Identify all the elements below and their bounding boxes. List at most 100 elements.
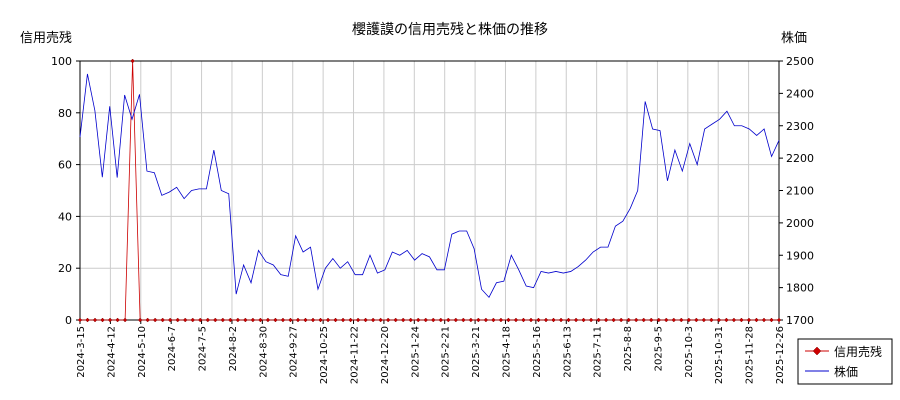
- x-tick-label: 2025-12-26: [775, 326, 786, 384]
- short-interest-point: [288, 317, 293, 323]
- short-interest-point: [438, 317, 444, 323]
- short-interest-point: [378, 317, 383, 323]
- short-interest-point: [205, 317, 211, 323]
- short-interest-point: [408, 317, 413, 323]
- short-interest-point: [506, 317, 511, 323]
- short-interest-point: [536, 317, 541, 323]
- short-interest-point: [122, 317, 128, 323]
- legend-marker-short-interest: [812, 346, 822, 356]
- short-interest-point: [213, 317, 218, 323]
- short-interest-point: [603, 317, 609, 323]
- short-interest-point: [355, 317, 361, 323]
- left-tick-label: 20: [58, 262, 72, 275]
- x-tick-label: 2025-10-31: [714, 326, 725, 384]
- short-interest-point: [160, 317, 165, 323]
- short-interest-point: [453, 317, 459, 323]
- series-line-stock-price: [79, 73, 780, 299]
- x-tick-label: 2024-12-20: [380, 326, 391, 384]
- short-interest-point: [325, 317, 331, 323]
- short-interest-point: [686, 317, 692, 323]
- short-interest-point: [461, 317, 466, 323]
- x-tick-label: 2025-2-21: [441, 326, 452, 378]
- x-axis: 2024-3-15 2024-4-12 2024-5-10 2024-6-7 2024-…: [76, 320, 786, 384]
- x-tick-label: 2025-7-11: [593, 326, 604, 378]
- short-interest-point: [566, 317, 571, 323]
- short-interest-point: [280, 317, 286, 323]
- left-axis-label: 信用売残: [20, 30, 72, 46]
- left-tick-label: 0: [65, 314, 72, 327]
- chart-title: 櫻護謨の信用売残と株価の推移: [352, 21, 548, 38]
- left-axis: 0 20 40 60 80 100: [51, 55, 80, 327]
- short-interest-point: [694, 317, 699, 323]
- x-tick-label: 2025-6-13: [562, 326, 573, 378]
- x-tick-label: 2024-4-12: [106, 326, 117, 378]
- short-interest-point: [265, 317, 271, 323]
- short-interest-point: [137, 317, 143, 323]
- short-interest-point: [724, 317, 729, 323]
- short-interest-point: [468, 317, 474, 323]
- x-tick-label: 2025-8-8: [623, 326, 634, 371]
- short-interest-point: [77, 317, 83, 323]
- grid: [80, 61, 779, 320]
- short-interest-point: [581, 317, 586, 323]
- short-interest-point: [633, 317, 639, 323]
- short-interest-point: [551, 317, 556, 323]
- short-interest-point: [483, 317, 489, 323]
- right-tick-label: 1800: [786, 282, 814, 295]
- short-interest-point: [716, 317, 722, 323]
- right-tick-label: 2500: [786, 55, 814, 68]
- short-interest-point: [528, 317, 534, 323]
- short-interest-point: [543, 317, 549, 323]
- short-interest-point: [85, 317, 90, 323]
- series-layer: [77, 58, 782, 323]
- x-tick-label: 2025-11-28: [745, 326, 756, 384]
- short-interest-point: [679, 317, 684, 323]
- short-interest-point: [295, 317, 301, 323]
- short-interest-point: [348, 317, 353, 323]
- series-line-short-interest: [80, 60, 779, 321]
- short-interest-point: [363, 317, 368, 323]
- short-interest-point: [709, 317, 714, 323]
- right-tick-label: 2200: [786, 152, 814, 165]
- short-interest-point: [430, 317, 436, 323]
- x-tick-label: 2025-9-5: [653, 326, 664, 371]
- short-interest-point: [152, 317, 158, 323]
- right-tick-label: 2400: [786, 87, 814, 100]
- short-interest-point: [175, 317, 180, 323]
- short-interest-point: [573, 317, 579, 323]
- short-interest-point: [588, 317, 594, 323]
- short-interest-point: [558, 317, 564, 323]
- short-interest-point: [761, 317, 767, 323]
- x-tick-label: 2025-10-3: [684, 326, 695, 378]
- short-interest-point: [340, 317, 346, 323]
- right-axis: 1700 1800 1900 2000 2100 2200 2300 2400 2500: [779, 55, 814, 327]
- short-interest-point: [596, 317, 601, 323]
- short-interest-point: [739, 317, 744, 323]
- short-interest-point: [167, 317, 173, 323]
- short-interest-point: [100, 317, 105, 323]
- x-tick-label: 2025-1-24: [410, 326, 421, 378]
- right-tick-label: 2300: [786, 120, 814, 133]
- short-interest-point: [400, 317, 406, 323]
- short-interest-point: [746, 317, 752, 323]
- short-interest-point: [107, 317, 113, 323]
- short-interest-point: [731, 317, 737, 323]
- short-interest-point: [476, 317, 481, 323]
- x-tick-label: 2024-3-15: [76, 326, 87, 378]
- short-interest-point: [130, 58, 135, 64]
- short-interest-point: [228, 317, 233, 323]
- left-tick-label: 100: [51, 55, 72, 68]
- short-interest-point: [370, 317, 376, 323]
- x-tick-label: 2025-5-16: [532, 326, 543, 378]
- right-tick-label: 2000: [786, 217, 814, 230]
- short-interest-point: [303, 317, 308, 323]
- short-interest-point: [446, 317, 451, 323]
- right-axis-label: 株価: [781, 31, 807, 46]
- legend: 信用売残 株価: [797, 338, 893, 385]
- x-tick-label: 2024-8-30: [258, 326, 269, 378]
- short-interest-point: [318, 317, 323, 323]
- left-tick-label: 60: [58, 159, 72, 172]
- short-interest-point: [333, 317, 338, 323]
- legend-label-short-interest: 信用売残: [834, 344, 882, 359]
- short-interest-point: [92, 317, 98, 323]
